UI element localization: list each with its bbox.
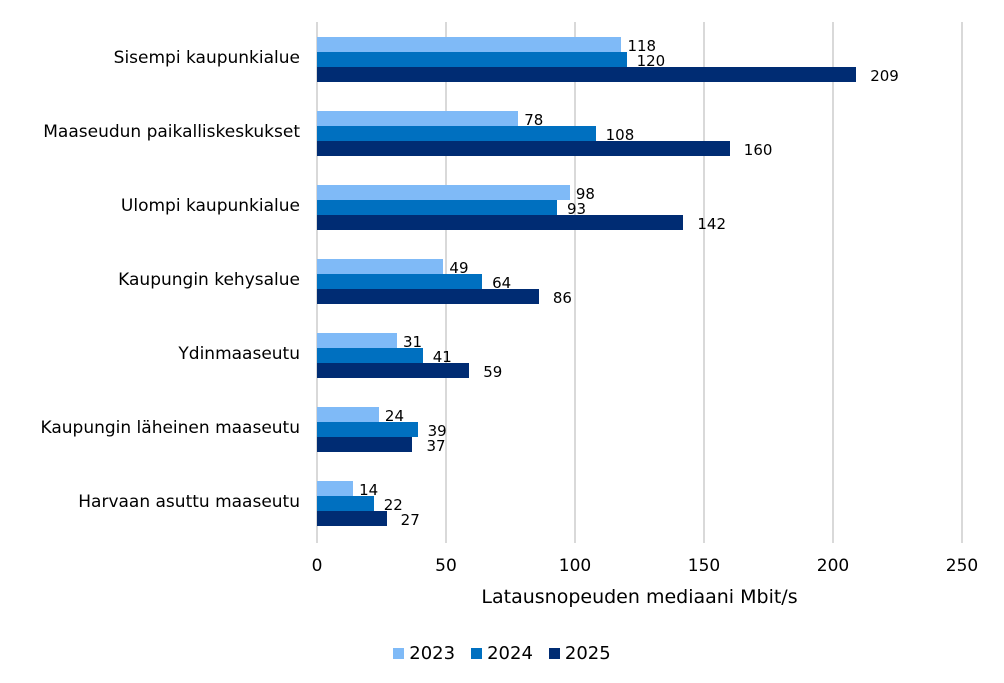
bar-2025 bbox=[317, 363, 470, 378]
category-label: Kaupungin läheinen maaseutu bbox=[40, 418, 300, 438]
x-tick-label: 150 bbox=[687, 556, 721, 576]
category-label: Kaupungin kehysalue bbox=[118, 270, 300, 290]
bar-2023 bbox=[317, 259, 444, 274]
data-label: 31 bbox=[402, 333, 423, 351]
gridline bbox=[832, 22, 834, 543]
x-tick-label: 0 bbox=[311, 556, 323, 576]
bar-2024 bbox=[317, 274, 483, 289]
legend-swatch-icon bbox=[393, 648, 405, 659]
data-label: 59 bbox=[483, 363, 503, 381]
legend-item-2024: 2024 bbox=[471, 643, 533, 664]
x-tick-label: 250 bbox=[945, 556, 979, 576]
bar-2025 bbox=[317, 511, 387, 526]
legend: 2023 2024 2025 bbox=[0, 643, 1004, 664]
bar-2023 bbox=[317, 407, 379, 422]
x-axis-label: Latausnopeuden mediaani Mbit/s bbox=[481, 586, 798, 608]
data-label: 37 bbox=[426, 437, 446, 455]
category-label: Ulompi kaupunkialue bbox=[120, 196, 300, 216]
data-label: 64 bbox=[492, 274, 512, 292]
data-label: 49 bbox=[449, 259, 469, 277]
data-label: 120 bbox=[636, 52, 666, 70]
bar-2024 bbox=[317, 348, 423, 363]
gridline bbox=[703, 22, 705, 543]
data-label: 160 bbox=[743, 141, 773, 159]
data-label: 209 bbox=[870, 67, 899, 85]
legend-label: 2023 bbox=[409, 643, 456, 664]
data-label: 142 bbox=[697, 215, 726, 233]
legend-label: 2024 bbox=[487, 643, 533, 664]
legend-item-2023: 2023 bbox=[393, 643, 455, 664]
bar-2025 bbox=[317, 141, 730, 156]
data-label: 27 bbox=[400, 511, 420, 529]
category-label: Maaseudun paikalliskeskukset bbox=[43, 122, 300, 142]
bar-2024 bbox=[317, 200, 557, 215]
data-label: 24 bbox=[384, 407, 404, 425]
data-label: 22 bbox=[383, 496, 403, 514]
category-label: Ydinmaaseutu bbox=[178, 344, 300, 364]
data-label: 39 bbox=[427, 422, 447, 440]
category-label: Harvaan asuttu maaseutu bbox=[78, 492, 300, 512]
legend-swatch-icon bbox=[548, 648, 560, 659]
gridline bbox=[574, 22, 576, 543]
data-label: 108 bbox=[605, 126, 635, 144]
legend-swatch-icon bbox=[471, 648, 483, 659]
bar-2025 bbox=[317, 67, 857, 82]
category-label: Sisempi kaupunkialue bbox=[113, 48, 300, 68]
data-label: 118 bbox=[627, 37, 657, 55]
bar-2025 bbox=[317, 215, 684, 230]
bar-2024 bbox=[317, 126, 596, 141]
data-label: 41 bbox=[432, 348, 452, 366]
bar-2023 bbox=[317, 37, 622, 52]
legend-label: 2025 bbox=[564, 643, 611, 664]
bar-2023 bbox=[317, 185, 570, 200]
bar-2023 bbox=[317, 333, 397, 348]
bar-2025 bbox=[317, 289, 539, 304]
data-label: 98 bbox=[575, 185, 595, 203]
bar-2024 bbox=[317, 422, 418, 437]
data-label: 93 bbox=[566, 200, 587, 218]
gridline bbox=[961, 22, 963, 543]
bar-2024 bbox=[317, 496, 374, 511]
data-label: 78 bbox=[524, 111, 544, 129]
x-tick-label: 200 bbox=[816, 556, 850, 576]
x-tick-label: 100 bbox=[558, 556, 592, 576]
x-tick-label: 50 bbox=[435, 556, 457, 576]
bar-2024 bbox=[317, 52, 627, 67]
bar-2023 bbox=[317, 111, 519, 126]
bar-2025 bbox=[317, 437, 413, 452]
bar-2023 bbox=[317, 481, 354, 496]
data-label: 14 bbox=[359, 481, 379, 499]
data-label: 86 bbox=[552, 289, 572, 307]
legend-item-2025: 2025 bbox=[548, 643, 611, 664]
